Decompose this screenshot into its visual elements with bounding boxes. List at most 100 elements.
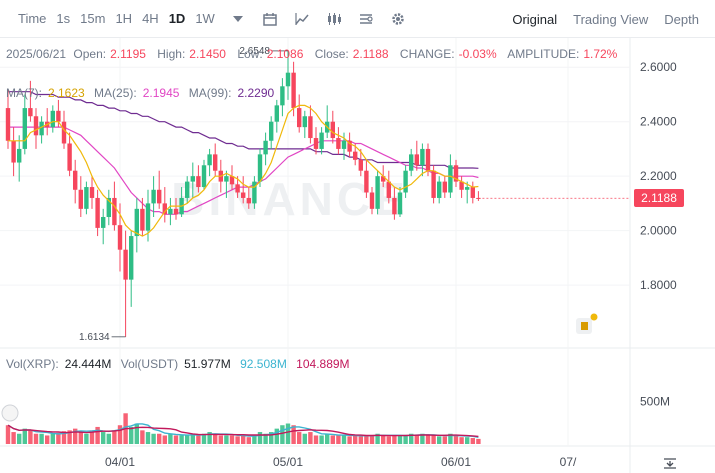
template-icon[interactable] [357,10,375,28]
tab-trading-view[interactable]: Trading View [573,11,649,27]
candle-body [224,176,229,182]
volume-bar [61,431,67,444]
volume-bar [386,436,391,444]
volume-bar [297,432,302,444]
ohlc-info: 2025/06/21 Open: 2.1195 High: 2.1450 Low: 2… [6,46,626,63]
volume-bar [173,435,179,444]
volume-bar [353,435,358,444]
volume-bar [95,426,100,444]
volume-bar [28,430,33,444]
vol-label: Vol(XRP): [6,357,59,371]
volume-tick-label: 500M [640,394,670,408]
tab-original[interactable]: Original [512,11,558,27]
volume-bar [168,433,173,444]
low-value: 2.1086 [266,47,304,61]
candle-body [168,208,173,215]
vol-usdt-label: Vol(USDT) [120,357,179,371]
volume-bar [285,423,291,444]
volume-bar [364,435,369,444]
candle-body [313,138,319,149]
scroll-left-icon [1,404,19,422]
volume-bar [274,428,279,444]
candle-body [442,181,447,193]
volume-bar [151,433,156,444]
candle-body [157,189,162,204]
candle-body [386,181,391,198]
candle-body [330,121,335,139]
y-tick-label: 2.2000 [640,169,677,183]
volume-bar [11,432,16,444]
volume-bar [50,433,55,444]
candle-body [67,143,72,171]
candle-body [425,148,431,171]
volume-bar [470,438,475,444]
volume-bar [229,435,235,444]
indicator-icon[interactable] [293,10,311,28]
change-value: -0.03% [458,47,497,61]
candle-body [358,159,363,171]
candle-body [274,105,279,122]
info-date: 2025/06/21 [6,47,67,61]
settings-gear-icon[interactable] [389,10,407,28]
interval-1s[interactable]: 1s [56,11,71,26]
calendar-icon[interactable] [261,10,279,28]
candle-body [397,192,403,215]
candle-body [185,181,190,198]
y-tick-label: 2.6000 [640,60,677,74]
volume-bar [235,436,240,444]
volume-bar [403,435,408,444]
interval-1w[interactable]: 1W [195,11,215,26]
candle-body [369,192,375,209]
candle-body [5,108,11,141]
candle-type-icon[interactable] [325,10,343,28]
candle-body [78,189,83,209]
volume-bar [330,435,335,444]
vol-ma1-value: 92.508M [240,357,287,371]
volume-bar [140,430,145,444]
tab-depth[interactable]: Depth [664,11,699,27]
volume-bar [448,433,453,444]
max-marker-label: 2.6548 [239,46,270,57]
volume-bar [465,437,470,444]
chart-toolbar: Time 1s 15m 1H 4H 1D 1W Original Trading… [0,0,715,38]
candle-body [112,197,117,226]
volume-bar [246,437,251,444]
candle-body [162,203,167,215]
volume-bar [392,435,397,444]
candle-body [213,154,218,171]
notes-icon-glyph [581,322,588,330]
interval-4h[interactable]: 4H [142,11,159,26]
volume-bar [218,435,223,444]
high-label: High: [157,47,186,61]
time-button[interactable]: Time [18,11,47,26]
open-value: 2.1195 [110,47,146,61]
ma7-value: 2.1623 [48,86,85,100]
volume-bar [442,436,447,444]
volume-bar [22,428,27,444]
vol-usdt-value: 51.977M [184,357,231,371]
candle-body [336,138,341,149]
volume-bar [347,436,352,444]
candle-body [414,154,419,166]
interval-1h[interactable]: 1H [115,11,133,26]
amplitude-label: AMPLITUDE: [507,47,580,61]
ma7-label: MA(7): [6,86,42,100]
candle-body [61,121,67,144]
candle-body [459,181,464,190]
time-axis-settings-icon [664,458,676,469]
volume-bar [33,433,39,444]
volume-bar [252,435,257,444]
candle-body [285,72,291,87]
volume-bar [196,435,201,444]
interval-1d[interactable]: 1D [168,11,186,26]
volume-bar [213,433,218,444]
candle-body [140,208,145,231]
candle-body [420,148,425,166]
interval-15m[interactable]: 15m [80,11,106,26]
caret-down-icon[interactable] [229,10,247,28]
candle-body [129,236,134,280]
low-label: Low: [237,47,263,61]
candle-body [353,151,358,160]
volume-bar [409,433,414,444]
